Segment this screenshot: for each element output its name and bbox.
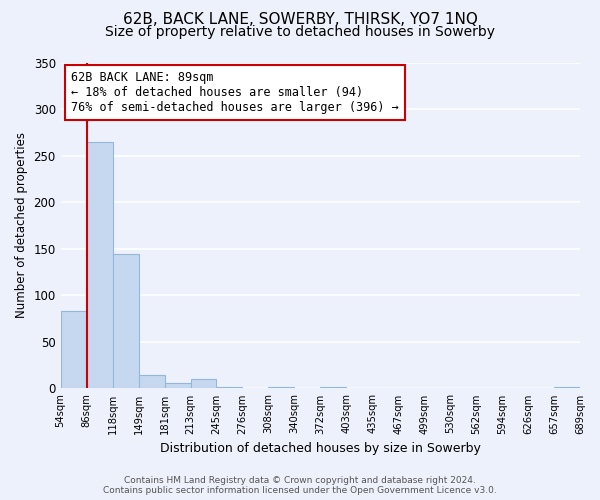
Bar	[191, 379, 217, 388]
Bar	[139, 376, 164, 388]
Text: 62B BACK LANE: 89sqm
← 18% of detached houses are smaller (94)
76% of semi-detac: 62B BACK LANE: 89sqm ← 18% of detached h…	[71, 70, 399, 114]
Bar	[61, 311, 86, 388]
Text: 62B, BACK LANE, SOWERBY, THIRSK, YO7 1NQ: 62B, BACK LANE, SOWERBY, THIRSK, YO7 1NQ	[122, 12, 478, 28]
Text: Contains HM Land Registry data © Crown copyright and database right 2024.
Contai: Contains HM Land Registry data © Crown c…	[103, 476, 497, 495]
X-axis label: Distribution of detached houses by size in Sowerby: Distribution of detached houses by size …	[160, 442, 481, 455]
Bar	[164, 383, 191, 388]
Bar	[86, 142, 113, 388]
Text: Size of property relative to detached houses in Sowerby: Size of property relative to detached ho…	[105, 25, 495, 39]
Bar	[113, 254, 139, 388]
Y-axis label: Number of detached properties: Number of detached properties	[15, 132, 28, 318]
